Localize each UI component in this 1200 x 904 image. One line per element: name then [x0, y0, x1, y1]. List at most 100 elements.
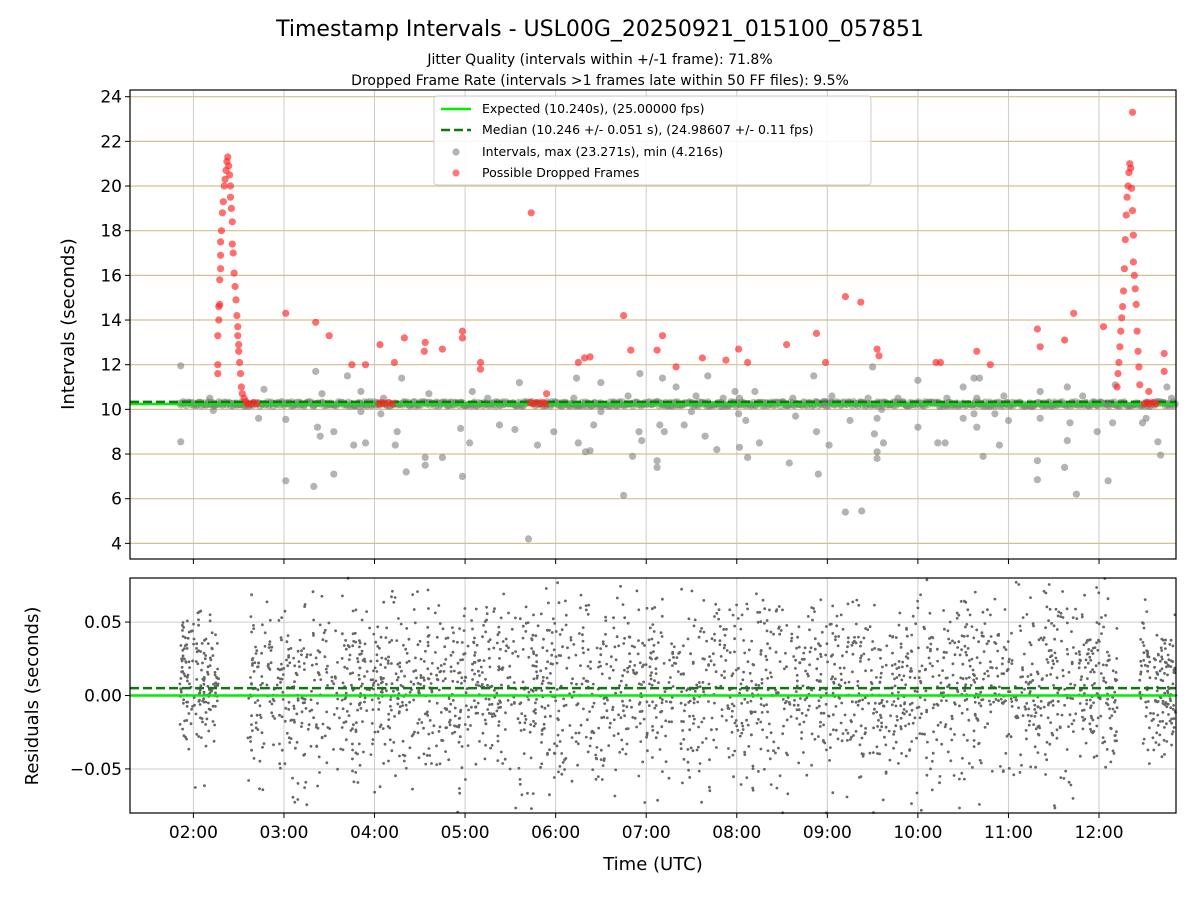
residual-point: [504, 649, 508, 653]
residual-point: [669, 676, 672, 679]
residual-point: [1039, 714, 1043, 717]
residual-point: [426, 644, 430, 648]
residual-point: [768, 646, 772, 650]
residual-point: [665, 700, 668, 703]
dropped-frame-point: [420, 347, 428, 355]
residual-point: [260, 675, 264, 678]
residual-point: [839, 721, 843, 725]
residual-point: [713, 639, 717, 642]
residual-point: [519, 701, 523, 705]
residual-point: [252, 670, 256, 673]
residual-point: [605, 662, 609, 666]
residual-point: [812, 607, 815, 610]
residual-point: [623, 636, 626, 640]
residual-point: [206, 672, 210, 676]
residual-point: [534, 711, 537, 715]
residual-point: [1113, 699, 1117, 702]
residual-point: [802, 720, 806, 724]
residual-point: [695, 683, 699, 687]
residual-point: [707, 682, 711, 686]
residual-point: [1056, 700, 1060, 703]
residual-point: [1085, 702, 1088, 706]
residual-point: [555, 661, 559, 665]
residual-point: [870, 669, 873, 672]
residual-point: [1154, 658, 1157, 662]
residual-point: [540, 705, 544, 709]
residual-point: [834, 705, 838, 708]
residual-point: [822, 723, 825, 727]
residual-point: [1172, 704, 1175, 707]
residual-point: [818, 725, 822, 728]
residual-point: [899, 716, 903, 720]
residual-point: [526, 791, 529, 795]
residual-point: [214, 705, 217, 708]
residual-point: [715, 727, 718, 731]
residual-point: [858, 743, 862, 747]
dropped-frame-point: [1152, 400, 1160, 408]
residual-point: [875, 710, 879, 714]
residual-point: [960, 771, 964, 775]
residual-point: [472, 699, 476, 702]
residual-point: [544, 587, 548, 590]
residual-point: [701, 741, 704, 744]
residual-point: [180, 665, 184, 669]
residual-point: [731, 672, 735, 675]
dropped-frame-point: [235, 347, 243, 355]
residual-point: [1028, 719, 1032, 723]
residual-point: [1080, 675, 1083, 679]
residual-point: [768, 608, 771, 612]
residual-point: [503, 728, 507, 731]
residual-point: [850, 700, 854, 704]
residual-point: [943, 725, 947, 729]
residual-point: [208, 691, 212, 695]
residual-point: [1048, 742, 1052, 746]
residual-point: [426, 710, 429, 714]
residual-point: [1068, 713, 1072, 717]
residual-point: [415, 676, 418, 680]
residual-point: [549, 662, 553, 666]
residual-point: [474, 705, 478, 709]
residual-point: [564, 703, 568, 707]
residual-point: [831, 691, 835, 695]
residual-point: [777, 746, 780, 750]
residual-point: [1146, 748, 1150, 752]
residual-point: [802, 651, 806, 655]
residual-point: [895, 676, 899, 679]
residual-point: [1105, 701, 1108, 705]
residual-point: [745, 602, 749, 606]
residual-point: [545, 676, 549, 680]
residual-point: [1169, 638, 1173, 642]
residual-point: [565, 666, 569, 670]
residual-point: [1051, 733, 1055, 737]
residual-point: [507, 684, 510, 688]
residual-point: [953, 702, 957, 706]
residual-point: [963, 644, 967, 648]
residual-point: [341, 594, 344, 598]
residual-point: [529, 688, 533, 691]
residual-point: [563, 758, 566, 762]
residual-point: [502, 592, 506, 596]
residual-point: [736, 617, 740, 620]
residual-point: [574, 653, 578, 657]
residual-point: [1165, 740, 1169, 743]
residual-point: [833, 677, 837, 681]
residual-point: [1059, 776, 1063, 779]
residual-point: [795, 673, 799, 677]
residual-point: [359, 684, 363, 688]
residual-point: [326, 684, 329, 687]
dropped-frame-point: [1129, 231, 1137, 239]
residual-point: [369, 753, 373, 756]
residual-point: [626, 621, 630, 625]
residual-point: [963, 599, 966, 603]
residual-point: [197, 618, 200, 622]
residual-point: [859, 660, 862, 663]
residual-point: [873, 701, 877, 705]
residual-point: [471, 662, 474, 666]
residual-point: [184, 735, 187, 739]
residual-point: [351, 609, 355, 613]
top-y-tick-label: 16: [100, 266, 122, 286]
residual-point: [561, 761, 565, 764]
interval-point: [570, 394, 578, 402]
residual-point: [511, 651, 514, 655]
residual-point: [460, 745, 464, 748]
